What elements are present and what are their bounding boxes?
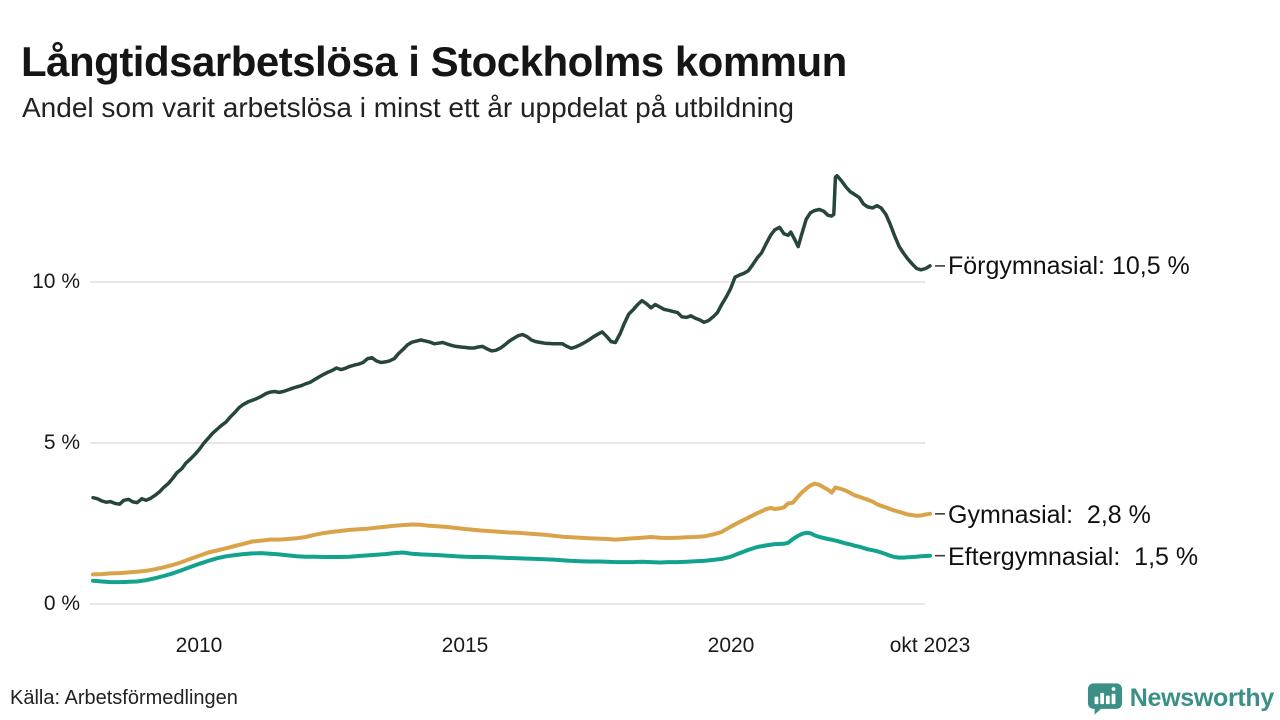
y-tick-0: 0 % (43, 592, 80, 615)
source-note: Källa: Arbetsförmedlingen (10, 687, 238, 709)
newsworthy-wordmark: Newsworthy (1129, 684, 1275, 712)
page-title: Långtidsarbetslösa i Stockholms kommun (21, 38, 847, 86)
newsworthy-icon (1087, 683, 1122, 715)
y-tick-10: 10 % (32, 270, 80, 293)
series-line-förgymnasial (91, 173, 932, 506)
x-tick-2015: 2015 (441, 634, 489, 657)
series-line-eftergymnasial (91, 530, 932, 585)
x-tick-2020: 2020 (707, 634, 755, 657)
newsworthy-logo: Newsworthy (1087, 682, 1274, 715)
y-tick-5: 5 % (43, 431, 80, 454)
series-label-eftergymnasial: Eftergymnasial: 1,5 % (948, 543, 1199, 571)
x-tick-2010: 2010 (175, 634, 223, 657)
x-tick-okt-2023: okt 2023 (889, 634, 971, 657)
series-line-gymnasial (91, 481, 932, 577)
page-subtitle: Andel som varit arbetslösa i minst ett å… (22, 92, 794, 123)
series-label-forgymnasial: Förgymnasial: 10,5 % (948, 252, 1190, 280)
series-label-gymnasial: Gymnasial: 2,8 % (948, 501, 1151, 529)
